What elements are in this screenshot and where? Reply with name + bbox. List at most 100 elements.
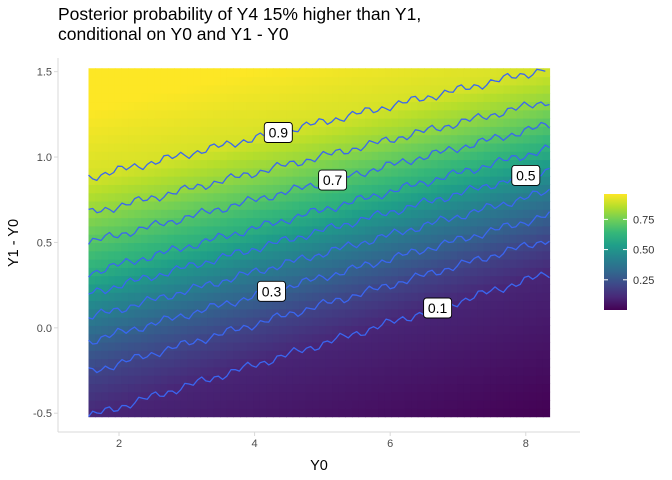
heatmap-cell [345, 242, 353, 252]
heatmap-cell [371, 292, 379, 302]
heatmap-cell [114, 192, 123, 202]
heatmap-cell [88, 283, 96, 293]
heatmap-cell [424, 209, 432, 219]
heatmap-cell [272, 84, 281, 94]
heatmap-cell [516, 275, 524, 285]
heatmap-cell [200, 292, 208, 302]
heatmap-cell [121, 84, 129, 94]
heatmap-cell [193, 259, 202, 268]
heatmap-cell [292, 242, 300, 252]
heatmap-cell [450, 159, 458, 169]
heatmap-cell [371, 358, 379, 368]
heatmap-cell [233, 366, 241, 376]
heatmap-cell [391, 93, 399, 103]
heatmap-cell [371, 366, 379, 376]
heatmap-cell [542, 383, 551, 393]
heatmap-cell [160, 375, 169, 385]
heatmap-cell [108, 184, 116, 194]
heatmap-cell [193, 167, 202, 177]
heatmap-cell [299, 325, 307, 335]
heatmap-cell [266, 142, 274, 152]
heatmap-cell [417, 250, 425, 260]
heatmap-cell [292, 217, 300, 227]
heatmap-cell [338, 109, 346, 119]
heatmap-cell [253, 375, 261, 385]
heatmap-cell [174, 192, 182, 202]
heatmap-cell [332, 93, 340, 103]
heatmap-cell [108, 118, 116, 127]
heatmap-cell [259, 300, 267, 310]
heatmap-cell [391, 109, 399, 119]
heatmap-cell [398, 184, 406, 194]
heatmap-cell [437, 159, 445, 169]
heatmap-cell [319, 200, 327, 210]
heatmap-cell [404, 275, 412, 285]
heatmap-cell [463, 118, 472, 127]
heatmap-cell [305, 350, 314, 360]
heatmap-cell [424, 333, 432, 343]
heatmap-cell [516, 234, 524, 244]
contour-line [88, 240, 550, 374]
heatmap-cell [239, 408, 248, 418]
heatmap-cell [226, 383, 234, 393]
heatmap-cell [371, 159, 379, 169]
heatmap-cell [299, 300, 307, 310]
heatmap-cell [509, 275, 518, 285]
heatmap-cell [180, 101, 188, 111]
heatmap-cell [246, 366, 254, 376]
heatmap-cell [299, 76, 307, 86]
heatmap-cell [292, 109, 300, 119]
heatmap-cell [378, 275, 386, 285]
heatmap-cell [411, 242, 419, 252]
heatmap-cell [457, 142, 465, 152]
heatmap-cell [378, 109, 386, 119]
heatmap-cell [378, 184, 386, 194]
heatmap-cell [154, 242, 162, 252]
heatmap-cell [246, 333, 254, 343]
heatmap-cell [417, 76, 425, 86]
heatmap-cell [226, 234, 234, 244]
heatmap-cell [437, 259, 445, 268]
heatmap-cell [187, 308, 195, 318]
heatmap-cell [529, 308, 537, 318]
heatmap-cell [483, 93, 491, 103]
heatmap-cell [167, 101, 175, 111]
heatmap-cell [272, 333, 281, 343]
heatmap-cell [351, 250, 360, 260]
heatmap-cell [187, 76, 195, 86]
heatmap-cell [470, 325, 478, 335]
heatmap-cell [457, 375, 465, 385]
heatmap-cell [437, 333, 445, 343]
heatmap-cell [424, 275, 432, 285]
heatmap-cell [299, 134, 307, 144]
heatmap-cell [88, 118, 96, 127]
contour-label: 0.7 [323, 172, 343, 188]
heatmap-cell [391, 383, 399, 393]
heatmap-cell [365, 341, 373, 351]
heatmap-cell [523, 109, 531, 119]
heatmap-cell [358, 225, 366, 235]
heatmap-cell [147, 118, 155, 127]
heatmap-cell [253, 408, 261, 418]
heatmap-cell [536, 400, 544, 409]
heatmap-cell [404, 250, 412, 260]
heatmap-cell [207, 383, 215, 393]
heatmap-cell [536, 292, 544, 302]
heatmap-cell [358, 84, 366, 94]
heatmap-cell [496, 134, 504, 144]
heatmap-cell [114, 333, 123, 343]
heatmap-cell [457, 317, 465, 326]
heatmap-cell [180, 209, 188, 219]
heatmap-cell [141, 292, 149, 302]
heatmap-cell [371, 408, 379, 418]
heatmap-cell [312, 366, 320, 376]
heatmap-cell [384, 408, 393, 418]
heatmap-cell [279, 76, 287, 86]
heatmap-cell [272, 76, 281, 86]
heatmap-cell [279, 84, 287, 94]
heatmap-cell [404, 391, 412, 401]
heatmap-cell [226, 283, 234, 293]
heatmap-cell [470, 317, 478, 326]
heatmap-cell [187, 176, 195, 185]
heatmap-cell [246, 225, 254, 235]
